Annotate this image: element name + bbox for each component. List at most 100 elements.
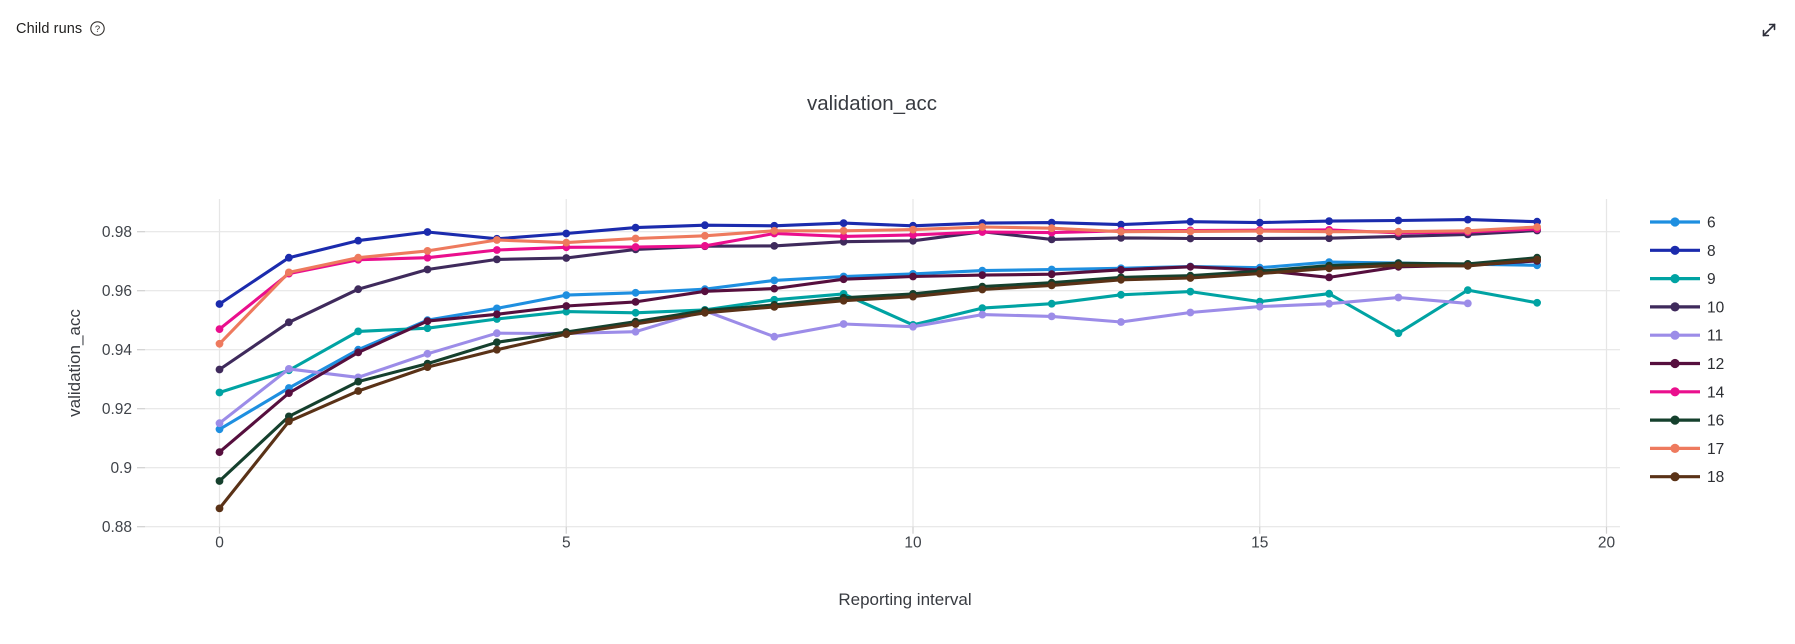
- series-marker-17[interactable]: [1117, 227, 1125, 236]
- series-marker-12[interactable]: [1186, 262, 1195, 271]
- series-marker-8[interactable]: [839, 219, 848, 228]
- legend-swatch-dot-10[interactable]: [1670, 302, 1680, 312]
- series-marker-17[interactable]: [770, 226, 779, 235]
- series-marker-17[interactable]: [1047, 224, 1056, 233]
- series-marker-8[interactable]: [1463, 215, 1472, 224]
- series-marker-9[interactable]: [562, 307, 571, 316]
- series-marker-8[interactable]: [1325, 217, 1333, 226]
- series-marker-10[interactable]: [423, 265, 432, 274]
- series-marker-18[interactable]: [354, 387, 363, 395]
- series-marker-11[interactable]: [1325, 299, 1333, 308]
- series-marker-17[interactable]: [1255, 227, 1264, 236]
- series-marker-6[interactable]: [562, 291, 571, 299]
- series-marker-11[interactable]: [1255, 302, 1264, 311]
- series-marker-12[interactable]: [493, 310, 501, 319]
- series-marker-12[interactable]: [909, 272, 917, 281]
- series-marker-18[interactable]: [1463, 262, 1472, 270]
- series-marker-6[interactable]: [631, 288, 640, 297]
- series-marker-6[interactable]: [770, 276, 779, 285]
- series-marker-9[interactable]: [423, 324, 432, 333]
- series-marker-18[interactable]: [1325, 264, 1333, 273]
- series-marker-10[interactable]: [1186, 234, 1195, 243]
- series-marker-18[interactable]: [1394, 261, 1403, 270]
- series-marker-18[interactable]: [285, 417, 293, 426]
- series-marker-10[interactable]: [770, 242, 779, 250]
- legend-item-9[interactable]: 9: [1707, 271, 1716, 288]
- series-marker-11[interactable]: [909, 322, 917, 331]
- series-line-6[interactable]: [217, 260, 1539, 431]
- series-marker-8[interactable]: [1186, 217, 1195, 226]
- series-marker-9[interactable]: [1394, 329, 1403, 338]
- series-marker-10[interactable]: [909, 236, 917, 245]
- legend-item-6[interactable]: 6: [1707, 215, 1716, 232]
- series-marker-10[interactable]: [1047, 235, 1056, 244]
- series-line-9[interactable]: [217, 288, 1539, 395]
- series-marker-17[interactable]: [562, 238, 571, 247]
- series-marker-12[interactable]: [423, 317, 432, 325]
- series-marker-14[interactable]: [423, 253, 432, 262]
- series-marker-18[interactable]: [978, 285, 987, 294]
- series-marker-14[interactable]: [839, 232, 848, 241]
- legend-swatch-dot-6[interactable]: [1670, 217, 1680, 227]
- series-marker-18[interactable]: [631, 320, 640, 328]
- series-marker-9[interactable]: [978, 304, 987, 312]
- series-marker-17[interactable]: [909, 225, 917, 234]
- series-marker-17[interactable]: [493, 236, 501, 244]
- series-marker-9[interactable]: [1117, 290, 1125, 299]
- legend-item-16[interactable]: 16: [1707, 413, 1724, 430]
- series-line-18[interactable]: [217, 258, 1539, 510]
- series-marker-8[interactable]: [423, 228, 432, 236]
- series-marker-17[interactable]: [1463, 226, 1472, 235]
- series-marker-18[interactable]: [562, 330, 571, 338]
- series-marker-8[interactable]: [1047, 218, 1056, 227]
- series-marker-11[interactable]: [1117, 318, 1125, 326]
- series-marker-17[interactable]: [631, 234, 640, 243]
- series-marker-14[interactable]: [631, 243, 640, 251]
- series-marker-9[interactable]: [1325, 289, 1333, 298]
- legend-swatch-dot-12[interactable]: [1670, 358, 1680, 369]
- series-marker-12[interactable]: [701, 287, 709, 296]
- legend-item-11[interactable]: 11: [1707, 328, 1723, 345]
- series-line-10[interactable]: [217, 228, 1539, 372]
- series-marker-10[interactable]: [493, 255, 501, 264]
- legend-swatch-dot-14[interactable]: [1670, 387, 1680, 397]
- series-marker-8[interactable]: [1394, 216, 1403, 225]
- series-marker-18[interactable]: [1047, 281, 1056, 290]
- series-marker-12[interactable]: [978, 271, 987, 279]
- series-marker-11[interactable]: [215, 419, 224, 428]
- series-marker-9[interactable]: [354, 327, 363, 336]
- series-marker-10[interactable]: [1117, 234, 1125, 242]
- expand-icon[interactable]: [1759, 20, 1779, 40]
- series-marker-11[interactable]: [423, 349, 432, 358]
- series-marker-10[interactable]: [1255, 234, 1264, 243]
- series-marker-12[interactable]: [1325, 273, 1333, 282]
- series-marker-16[interactable]: [215, 477, 224, 485]
- series-marker-8[interactable]: [562, 229, 571, 238]
- series-marker-18[interactable]: [701, 308, 709, 317]
- series-marker-11[interactable]: [285, 365, 293, 373]
- series-marker-11[interactable]: [978, 310, 987, 319]
- series-marker-8[interactable]: [1255, 218, 1264, 227]
- series-marker-14[interactable]: [493, 246, 501, 254]
- series-marker-11[interactable]: [770, 332, 779, 341]
- legend-swatch-dot-8[interactable]: [1670, 245, 1680, 255]
- series-marker-14[interactable]: [701, 242, 709, 250]
- series-marker-17[interactable]: [354, 253, 363, 262]
- series-marker-14[interactable]: [215, 325, 224, 333]
- series-marker-17[interactable]: [978, 223, 987, 231]
- legend-swatch-dot-18[interactable]: [1670, 472, 1680, 482]
- series-line-8[interactable]: [217, 218, 1539, 306]
- series-marker-17[interactable]: [839, 226, 848, 235]
- legend-swatch-dot-9[interactable]: [1670, 274, 1680, 284]
- legend-item-18[interactable]: 18: [1707, 469, 1724, 486]
- series-marker-9[interactable]: [1047, 299, 1056, 308]
- series-marker-10[interactable]: [1325, 234, 1333, 243]
- series-marker-18[interactable]: [493, 345, 501, 354]
- series-marker-18[interactable]: [1255, 269, 1264, 278]
- series-marker-16[interactable]: [493, 338, 501, 347]
- series-marker-17[interactable]: [1325, 227, 1333, 236]
- series-marker-17[interactable]: [423, 247, 432, 255]
- series-marker-10[interactable]: [215, 365, 224, 374]
- series-marker-18[interactable]: [839, 296, 848, 305]
